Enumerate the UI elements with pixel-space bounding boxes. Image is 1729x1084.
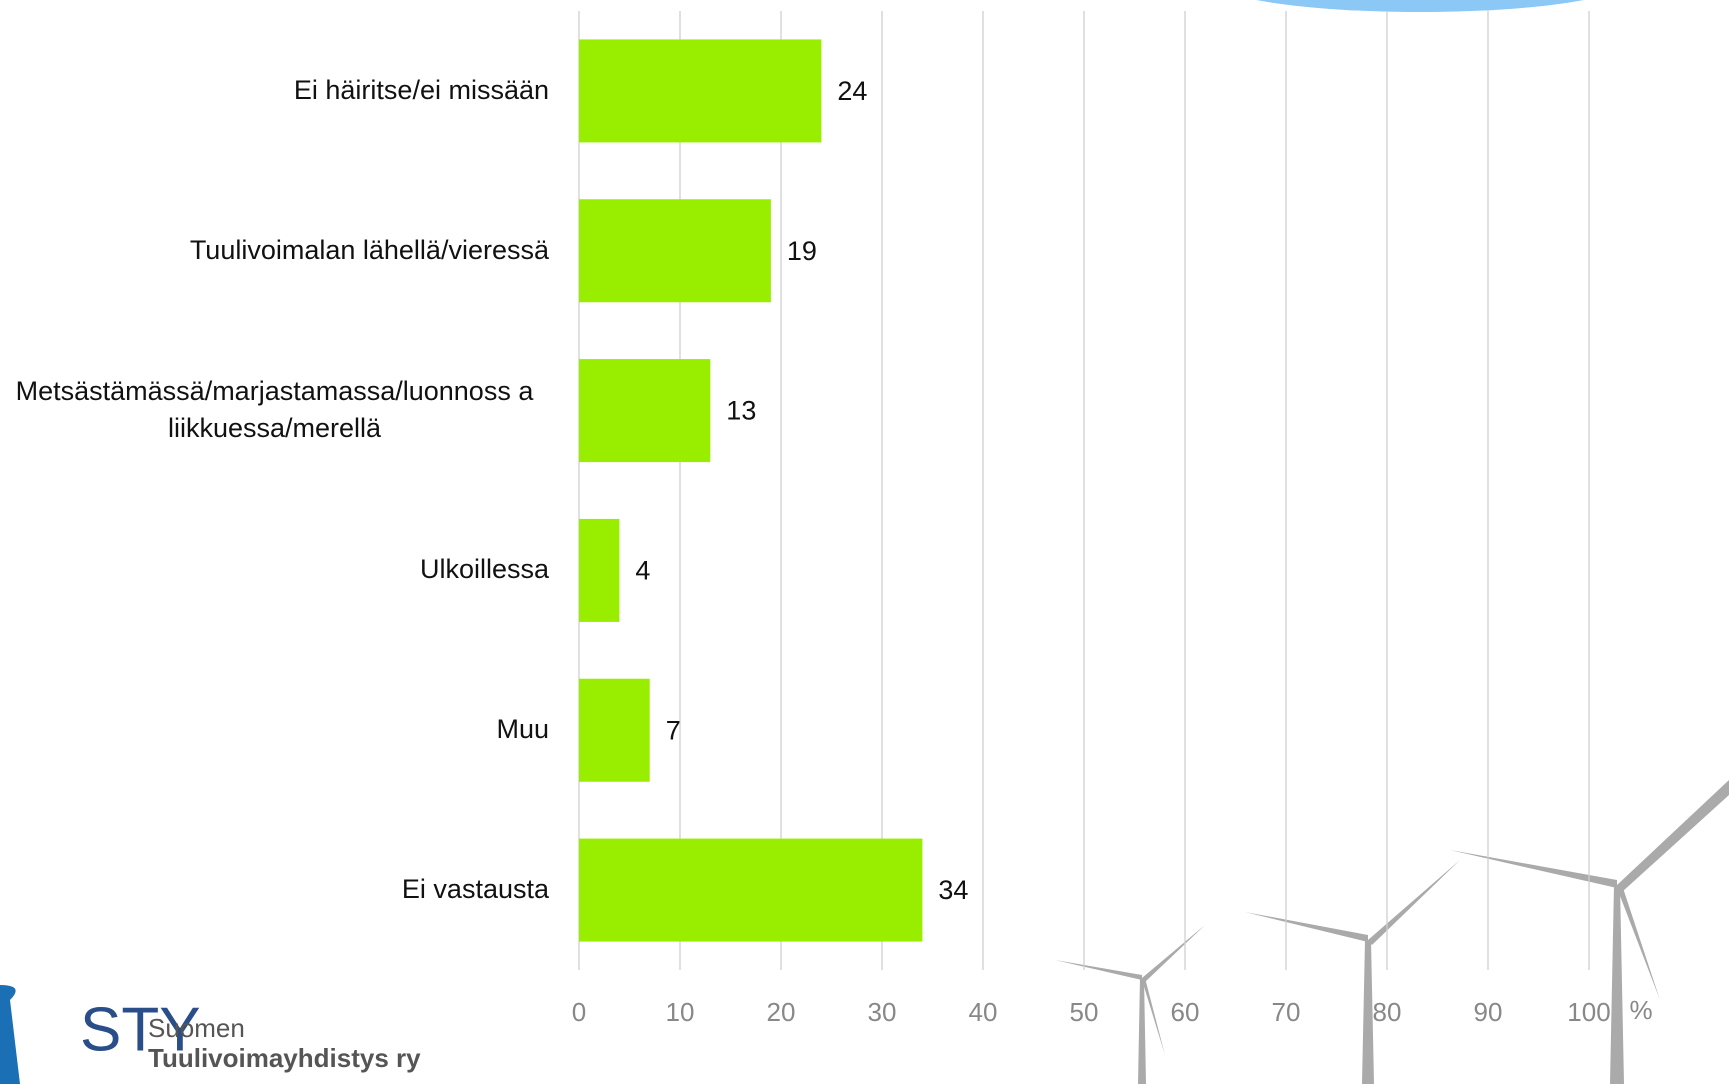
x-tick-label: 60 [1171,997,1200,1027]
data-label: 7 [666,715,681,745]
x-tick-label: 30 [868,997,897,1027]
data-label: 13 [726,396,756,426]
x-tick-label: 100 [1567,997,1610,1027]
cloud-decoration [1256,0,1584,12]
bar [579,359,711,463]
x-tick-label: 90 [1474,997,1503,1027]
logo-line2: Tuulivoimayhdistys ry [148,1043,421,1073]
x-tick-label: 40 [969,997,998,1027]
bar [579,678,650,782]
x-tick-label: 70 [1272,997,1301,1027]
category-label: Muu [496,711,549,749]
category-label: Ulkoillessa [420,552,549,590]
x-tick-label: 10 [666,997,695,1027]
category-label: Tuulivoimalan lähellä/vieressä [190,232,549,270]
category-label: Ei vastausta [402,871,549,909]
data-label: 19 [787,236,817,266]
turbine-decoration [1055,780,1729,1084]
bar [579,838,923,942]
x-unit-label: % [1629,995,1652,1025]
x-tick-label: 80 [1373,997,1402,1027]
bar [579,199,771,303]
category-text: Ei häiritse/ei missään [293,75,549,106]
category-label: Ei häiritse/ei missään [294,72,549,110]
logo-icon [0,985,20,1084]
category-text: Ei vastausta [401,874,549,905]
x-tick-label: 0 [572,997,586,1027]
bar [579,518,620,622]
category-text: Metsästämässä/marjastamassa/luonnoss a l… [15,375,534,444]
data-label: 4 [635,556,650,586]
bar [579,39,822,143]
category-text: Muu [496,714,549,745]
category-text: Ulkoillessa [419,554,549,585]
data-label: 24 [837,76,867,106]
logo-abbr: STY [80,995,201,1064]
x-tick-label: 20 [767,997,796,1027]
logo-line1: Suomen [148,1013,245,1043]
data-label: 34 [938,875,968,905]
category-label: Metsästämässä/marjastamassa/luonnoss a l… [0,373,549,449]
x-tick-label: 50 [1070,997,1099,1027]
category-text: Tuulivoimalan lähellä/vieressä [189,234,549,265]
